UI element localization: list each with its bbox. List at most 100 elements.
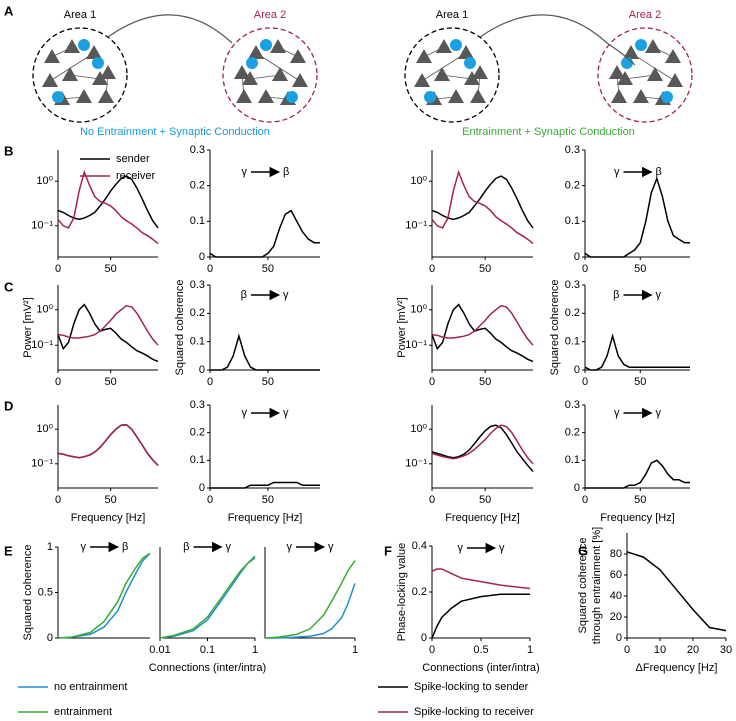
x-tick-label: 0 bbox=[55, 494, 61, 506]
projection bbox=[606, 42, 636, 66]
y-tick-label: 0.1 bbox=[190, 336, 205, 348]
synapse bbox=[421, 52, 467, 82]
neuron-triangle bbox=[42, 73, 58, 87]
axis bbox=[431, 150, 533, 258]
axis bbox=[584, 285, 690, 371]
series-line bbox=[210, 333, 320, 371]
neuron-triangle bbox=[458, 45, 474, 59]
y-tick-label: 0.2 bbox=[190, 307, 205, 319]
series-line bbox=[57, 175, 159, 229]
y-tick-label: 1 bbox=[47, 541, 53, 553]
y-tick-label: 0 bbox=[616, 632, 622, 644]
y-tick-label: 0.1 bbox=[565, 454, 580, 466]
y-tick-label: 0.1 bbox=[190, 454, 205, 466]
neuron-dot bbox=[464, 57, 476, 69]
y-tick-label: 0.2 bbox=[190, 180, 205, 192]
series-line bbox=[584, 176, 690, 258]
y-tick-label: 0 bbox=[574, 364, 580, 376]
projection bbox=[107, 14, 233, 44]
neuron-dot bbox=[621, 57, 633, 69]
axis bbox=[264, 547, 355, 639]
legend-label: Spike-locking to receiver bbox=[414, 706, 534, 718]
y-tick-label: 0.2 bbox=[565, 180, 580, 192]
y-axis-label: Power [mV²] bbox=[396, 297, 408, 358]
x-tick-label: 50 bbox=[105, 263, 117, 275]
y-tick-label: 0.2 bbox=[412, 586, 427, 598]
neuron-triangle bbox=[448, 89, 464, 103]
x-tick-label: 0 bbox=[207, 263, 213, 275]
axis bbox=[57, 150, 158, 258]
caption: No Entrainment + Synaptic Conduction bbox=[80, 126, 270, 138]
y-tick-label: 40 bbox=[610, 590, 622, 602]
panel-label: A bbox=[4, 3, 14, 18]
neuron-dot bbox=[246, 57, 258, 69]
y-tick-label: 0 bbox=[47, 632, 53, 644]
y-tick-label: 10⁰ bbox=[410, 175, 427, 187]
x-tick-label: 0 bbox=[582, 263, 588, 275]
neuron-triangle bbox=[44, 49, 60, 63]
annotation-to: β bbox=[656, 166, 662, 178]
area-label: Area 2 bbox=[254, 9, 286, 21]
neuron-triangle bbox=[98, 89, 114, 103]
annotation-to: γ bbox=[283, 289, 289, 301]
series-line bbox=[57, 303, 159, 363]
caption: Entrainment + Synaptic Conduction bbox=[462, 126, 635, 138]
y-tick-label: 10⁻¹ bbox=[405, 339, 427, 351]
y-tick-label: 0.3 bbox=[190, 399, 205, 411]
area-circle bbox=[32, 27, 128, 123]
panel-label: E bbox=[4, 543, 13, 558]
neuron-triangle bbox=[464, 71, 480, 85]
series-line bbox=[431, 593, 530, 639]
y-tick-label: 0.5 bbox=[38, 586, 53, 598]
series-line bbox=[431, 303, 534, 363]
synapse bbox=[255, 52, 301, 82]
x-tick-label: 0 bbox=[55, 263, 61, 275]
neuron-triangle bbox=[609, 65, 625, 79]
annotation-from: γ bbox=[242, 166, 248, 178]
x-axis-label: Frequency [Hz] bbox=[600, 512, 675, 524]
synapse bbox=[249, 74, 281, 80]
y-axis-label: Squared coherence bbox=[577, 537, 589, 633]
annotation-from: γ bbox=[81, 541, 87, 553]
panel-label: G bbox=[578, 543, 588, 558]
annotation-to: γ bbox=[499, 542, 505, 554]
series-line bbox=[57, 169, 159, 245]
neuron-triangle bbox=[647, 67, 663, 81]
x-tick-label: 0 bbox=[429, 644, 435, 656]
y-tick-label: 10⁰ bbox=[36, 304, 53, 316]
projection bbox=[479, 14, 608, 44]
y-tick-label: 10⁻¹ bbox=[31, 458, 53, 470]
axis bbox=[209, 285, 320, 371]
y-axis-label: Squared coherence bbox=[549, 279, 561, 375]
y-tick-label: 0.3 bbox=[565, 144, 580, 156]
series-line bbox=[264, 560, 356, 639]
neuron-triangle bbox=[470, 89, 486, 103]
series-line bbox=[159, 555, 256, 639]
x-tick-label: 50 bbox=[105, 376, 117, 388]
y-tick-label: 0.3 bbox=[190, 279, 205, 291]
axis bbox=[209, 150, 320, 258]
x-axis-label: Frequency [Hz] bbox=[71, 512, 146, 524]
series-line bbox=[57, 304, 159, 346]
neuron-triangle bbox=[92, 71, 108, 85]
y-tick-label: 0.2 bbox=[190, 427, 205, 439]
area-circle bbox=[404, 27, 500, 123]
x-tick-label: 0 bbox=[207, 494, 213, 506]
x-tick-label: 0 bbox=[429, 263, 435, 275]
x-tick-label: 0.5 bbox=[473, 644, 488, 656]
y-axis-label: Squared coherence bbox=[174, 279, 186, 375]
neuron-triangle bbox=[64, 39, 80, 53]
panel-label: C bbox=[4, 279, 14, 294]
annotation-from: γ bbox=[458, 542, 464, 554]
legend-label: sender bbox=[116, 153, 150, 165]
y-tick-label: 10⁰ bbox=[410, 304, 427, 316]
neuron-triangle bbox=[667, 73, 683, 87]
series-line bbox=[159, 557, 256, 639]
y-tick-label: 10⁰ bbox=[36, 423, 53, 435]
y-tick-label: 10⁻¹ bbox=[405, 220, 427, 232]
neuron-triangle bbox=[242, 71, 258, 85]
legend-label: receiver bbox=[116, 170, 155, 182]
y-tick-label: 10⁰ bbox=[36, 175, 53, 187]
x-tick-label: 50 bbox=[634, 263, 646, 275]
